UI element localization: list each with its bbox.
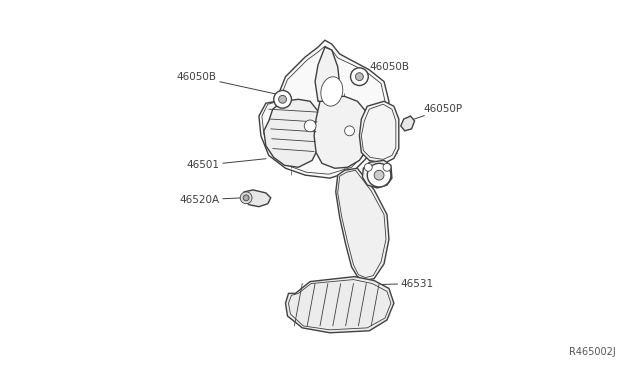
Text: 46050P: 46050P [412,104,463,120]
Circle shape [355,73,364,81]
Polygon shape [264,99,320,167]
Polygon shape [360,101,399,163]
Circle shape [243,195,249,201]
Polygon shape [315,47,340,101]
Polygon shape [285,277,394,333]
Text: 46050B: 46050B [177,72,275,94]
Polygon shape [242,190,271,207]
Text: 46050B: 46050B [364,62,409,73]
Text: 46531: 46531 [382,279,434,289]
Circle shape [367,163,391,187]
Polygon shape [314,96,369,168]
Circle shape [374,170,384,180]
Text: 46520A: 46520A [179,195,241,205]
Polygon shape [259,40,389,178]
Text: 46501: 46501 [186,159,266,170]
Polygon shape [362,160,392,188]
Circle shape [351,68,368,86]
Circle shape [278,95,287,103]
Text: R465002J: R465002J [569,347,616,357]
Polygon shape [336,168,389,280]
Circle shape [383,163,391,171]
Circle shape [274,90,291,108]
Polygon shape [401,116,415,131]
Circle shape [344,126,355,136]
Circle shape [364,163,372,171]
Ellipse shape [321,77,343,106]
Circle shape [304,120,316,132]
Circle shape [240,192,252,204]
